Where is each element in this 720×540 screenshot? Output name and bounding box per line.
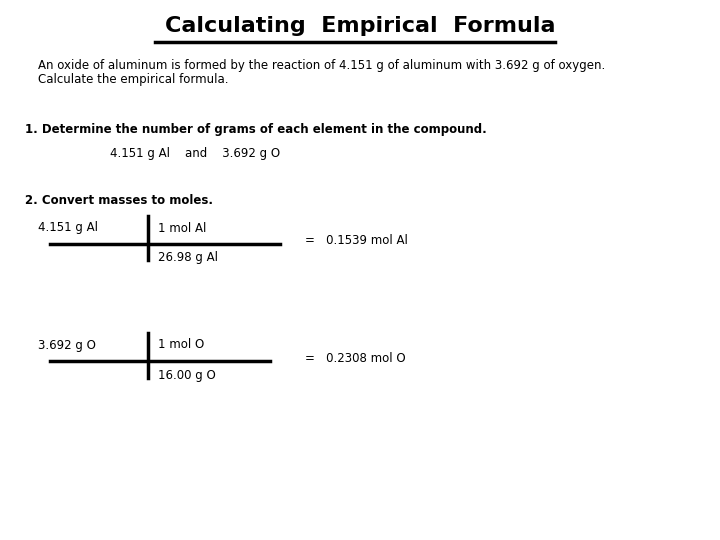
Text: =   0.2308 mol O: = 0.2308 mol O xyxy=(305,352,405,365)
Text: 2. Convert masses to moles.: 2. Convert masses to moles. xyxy=(25,193,213,206)
Text: 1 mol O: 1 mol O xyxy=(158,339,204,352)
Text: 16.00 g O: 16.00 g O xyxy=(158,368,216,381)
Text: An oxide of aluminum is formed by the reaction of 4.151 g of aluminum with 3.692: An oxide of aluminum is formed by the re… xyxy=(38,58,606,71)
Text: 26.98 g Al: 26.98 g Al xyxy=(158,252,218,265)
Text: Calculating  Empirical  Formula: Calculating Empirical Formula xyxy=(165,16,555,36)
Text: 4.151 g Al    and    3.692 g O: 4.151 g Al and 3.692 g O xyxy=(110,146,280,159)
Text: 1. Determine the number of grams of each element in the compound.: 1. Determine the number of grams of each… xyxy=(25,124,487,137)
Text: 4.151 g Al: 4.151 g Al xyxy=(38,221,98,234)
Text: =   0.1539 mol Al: = 0.1539 mol Al xyxy=(305,234,408,247)
Text: Calculate the empirical formula.: Calculate the empirical formula. xyxy=(38,73,228,86)
Text: 1 mol Al: 1 mol Al xyxy=(158,221,207,234)
Text: 3.692 g O: 3.692 g O xyxy=(38,339,96,352)
